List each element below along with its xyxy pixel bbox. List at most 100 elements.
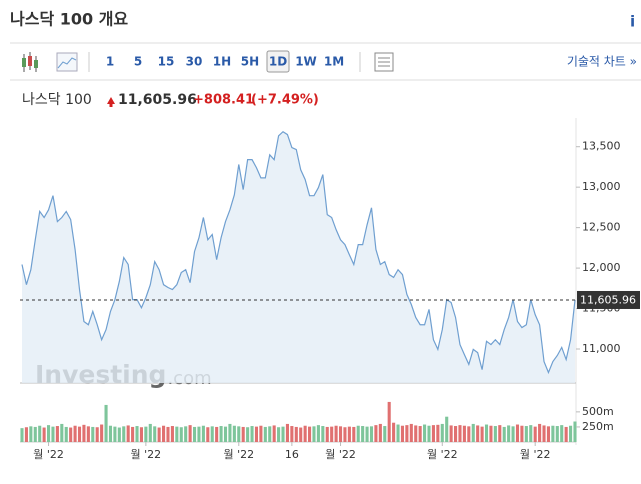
- volume-bar: [285, 423, 289, 442]
- volume-bar: [560, 425, 564, 442]
- volume-bar: [436, 424, 440, 442]
- y-tick-label: 13,000: [582, 180, 621, 193]
- page-title: 나스닥 100 개요: [10, 10, 128, 29]
- volume-bar: [507, 425, 511, 442]
- volume-bar: [201, 425, 205, 442]
- candlestick-icon[interactable]: [22, 52, 38, 72]
- volume-bar: [330, 426, 334, 442]
- volume-bar: [427, 425, 431, 442]
- quote-name: 나스닥 100: [22, 92, 92, 108]
- volume-bar: [396, 424, 400, 442]
- volume-bar: [418, 426, 422, 442]
- volume-bar: [259, 425, 263, 442]
- interval-button[interactable]: 5H: [241, 55, 259, 69]
- volume-bar: [192, 426, 197, 442]
- volume-bar: [542, 425, 546, 442]
- interval-button[interactable]: 1D: [269, 55, 287, 69]
- info-icon[interactable]: i: [630, 13, 635, 31]
- volume-bar: [445, 416, 449, 442]
- volume-bar: [241, 426, 245, 442]
- volume-bar: [42, 427, 46, 442]
- volume-bar: [520, 425, 524, 442]
- volume-bar: [104, 404, 108, 442]
- volume-bar: [162, 425, 166, 442]
- volume-bar: [55, 426, 59, 442]
- volume-bar: [387, 401, 391, 442]
- volume-bar: [515, 424, 520, 442]
- volume-bar: [533, 426, 537, 442]
- volume-bar: [64, 426, 68, 442]
- volume-bar: [82, 424, 86, 442]
- last-price-label: 11,605.96: [580, 293, 636, 306]
- quote-change-percent: (+7.49%): [251, 93, 319, 108]
- volume-bar: [281, 426, 285, 442]
- volume-bar: [480, 426, 484, 442]
- volume-bar: [122, 426, 126, 442]
- volume-bar: [46, 425, 51, 442]
- interval-button[interactable]: 1W: [295, 55, 317, 69]
- table-icon[interactable]: [374, 52, 394, 72]
- volume-bar: [458, 425, 462, 442]
- volume-bar: [294, 426, 298, 442]
- volume-bar: [277, 427, 281, 442]
- volume-bar: [471, 423, 475, 442]
- volume-bar: [100, 424, 104, 442]
- volume-bar: [91, 426, 95, 442]
- volume-bar: [179, 427, 183, 442]
- volume-bar: [546, 426, 551, 442]
- volume-bar: [175, 426, 179, 442]
- volume-bar: [299, 427, 303, 442]
- volume-bar: [77, 426, 82, 442]
- volume-bar: [356, 425, 360, 442]
- volume-bar: [555, 426, 559, 442]
- x-tick-label: 16: [285, 448, 299, 461]
- volume-bar: [237, 426, 241, 442]
- volume-bar: [108, 425, 113, 442]
- volume-bar: [126, 425, 130, 442]
- interval-button[interactable]: 1H: [213, 55, 231, 69]
- y-tick-label: 13,500: [582, 140, 621, 153]
- volume-bar: [316, 425, 320, 442]
- volume-bar: [489, 425, 493, 442]
- volume-bar: [95, 427, 99, 442]
- volume-bar: [325, 426, 329, 442]
- volume-bar: [431, 425, 435, 442]
- technical-chart-link[interactable]: 기술적 차트 »: [567, 55, 637, 69]
- volume-bar: [148, 423, 152, 442]
- volume-bar: [400, 425, 405, 442]
- volume-bar: [374, 425, 378, 442]
- volume-bar: [250, 426, 254, 442]
- x-tick-label: 월 '22: [223, 448, 254, 461]
- volume-bar: [352, 426, 356, 442]
- volume-bar: [139, 427, 143, 442]
- volume-bar: [254, 426, 259, 442]
- volume-bar: [166, 426, 170, 442]
- volume-bar: [369, 426, 374, 442]
- interval-button[interactable]: 1: [106, 55, 114, 69]
- y-tick-label: 11,000: [582, 342, 621, 355]
- volume-bar: [573, 421, 577, 442]
- volume-bar: [29, 426, 33, 442]
- interval-button[interactable]: 15: [158, 55, 175, 69]
- price-area: [22, 131, 575, 383]
- volume-bar: [449, 425, 453, 442]
- volume-bar: [338, 426, 343, 442]
- interval-button[interactable]: 1M: [324, 55, 344, 69]
- y-tick-label: 12,000: [582, 261, 621, 274]
- area-icon[interactable]: [56, 52, 78, 72]
- volume-bar: [334, 425, 338, 442]
- volume-bar: [502, 426, 506, 442]
- volume-bar: [51, 426, 55, 442]
- volume-bar: [569, 425, 573, 442]
- interval-button[interactable]: 30: [186, 55, 203, 69]
- volume-bar: [423, 424, 427, 442]
- volume-bar: [484, 424, 489, 442]
- interval-button[interactable]: 5: [134, 55, 142, 69]
- volume-bar: [347, 426, 351, 442]
- volume-bar: [24, 427, 28, 442]
- volume-bar: [153, 426, 157, 442]
- x-tick-label: 월 '22: [520, 448, 551, 461]
- volume-bar: [60, 423, 64, 442]
- volume-bar: [392, 422, 396, 442]
